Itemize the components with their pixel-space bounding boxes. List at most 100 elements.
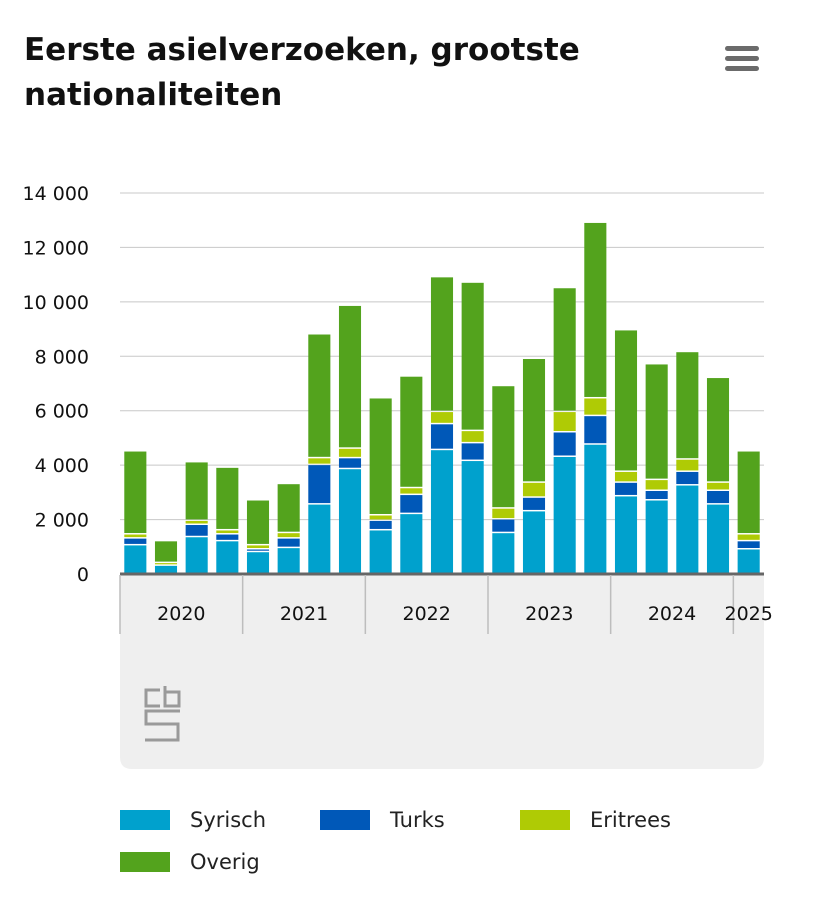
bar-syrisch[interactable]: 2022 Q3 — Syrisch: 4550 — [430, 450, 454, 573]
bar-overig[interactable]: 2024 Q4 — Overig: 3850 — [706, 378, 730, 482]
y-tick-label: 4 000 — [35, 455, 89, 477]
bar-turks[interactable]: 2024 Q1 — Turks: 500 — [614, 482, 638, 495]
bar-overig[interactable]: 2022 Q3 — Overig: 4950 — [430, 277, 454, 411]
bar-eritrees[interactable]: 2020 Q4 — Eritrees: 150 — [216, 530, 239, 534]
bar-syrisch[interactable]: 2021 Q3 — Syrisch: 2550 — [308, 504, 331, 573]
bar-overig[interactable]: 2023 Q1 — Overig: 4500 — [492, 386, 515, 508]
bar-overig[interactable]: 2020 Q2 — Overig: 800 — [154, 541, 178, 562]
bar-eritrees[interactable]: 2025 Q1 — Eritrees: 250 — [737, 534, 760, 540]
x-tick-label: 2025 — [724, 603, 772, 625]
bar-eritrees[interactable]: 2020 Q1 — Eritrees: 150 — [124, 534, 147, 538]
bar-overig[interactable]: 2020 Q3 — Overig: 2150 — [185, 462, 208, 520]
legend-item-turks[interactable]: Turks — [320, 808, 445, 832]
bar-turks[interactable]: 2020 Q3 — Turks: 450 — [185, 525, 208, 536]
bar-eritrees[interactable]: 2023 Q2 — Eritrees: 550 — [522, 482, 546, 497]
legend-swatch-overig — [120, 852, 170, 872]
legend-label-syrisch: Syrisch — [190, 808, 267, 832]
bar-turks[interactable]: 2020 Q1 — Turks: 250 — [124, 538, 147, 544]
legend-item-eritrees[interactable]: Eritrees — [520, 808, 671, 832]
bar-eritrees[interactable]: 2021 Q3 — Eritrees: 250 — [308, 458, 331, 464]
bar-eritrees[interactable]: 2022 Q1 — Eritrees: 200 — [369, 515, 392, 520]
bar-syrisch[interactable]: 2022 Q1 — Syrisch: 1600 — [369, 530, 392, 573]
bar-turks[interactable]: 2022 Q4 — Turks: 650 — [461, 443, 484, 460]
y-tick-label: 6 000 — [35, 401, 89, 423]
bar-turks[interactable]: 2023 Q1 — Turks: 500 — [492, 519, 515, 532]
bar-overig[interactable]: 2020 Q1 — Overig: 3050 — [124, 451, 147, 534]
bar-turks[interactable]: 2021 Q1 — Turks: 100 — [246, 549, 270, 551]
bar-eritrees[interactable]: 2023 Q4 — Eritrees: 650 — [584, 398, 607, 415]
bar-syrisch[interactable]: 2024 Q2 — Syrisch: 2700 — [645, 500, 668, 573]
legend-swatch-syrisch — [120, 810, 170, 830]
hamburger-menu-icon[interactable] — [722, 44, 762, 74]
bar-overig[interactable]: 2023 Q4 — Overig: 6450 — [584, 222, 607, 397]
bar-turks[interactable]: 2023 Q4 — Turks: 1050 — [584, 416, 607, 444]
bar-turks[interactable]: 2021 Q3 — Turks: 1450 — [308, 465, 331, 504]
bar-syrisch[interactable]: 2022 Q2 — Syrisch: 2200 — [400, 514, 423, 573]
bar-eritrees[interactable]: 2021 Q4 — Eritrees: 350 — [338, 448, 362, 457]
y-tick-label: 12 000 — [23, 237, 89, 259]
bar-turks[interactable]: 2023 Q3 — Turks: 900 — [553, 432, 576, 456]
bar-eritrees[interactable]: 2022 Q4 — Eritrees: 450 — [461, 431, 484, 442]
bar-eritrees[interactable]: 2023 Q3 — Eritrees: 750 — [553, 412, 576, 431]
bar-syrisch[interactable]: 2020 Q2 — Syrisch: 300 — [154, 565, 178, 573]
bar-overig[interactable]: 2022 Q2 — Overig: 4100 — [400, 376, 423, 487]
bar-syrisch[interactable]: 2023 Q1 — Syrisch: 1500 — [492, 533, 515, 573]
bar-syrisch[interactable]: 2020 Q1 — Syrisch: 1050 — [124, 545, 147, 573]
bar-syrisch[interactable]: 2024 Q3 — Syrisch: 3250 — [676, 485, 699, 573]
bar-turks[interactable]: 2024 Q2 — Turks: 350 — [645, 491, 668, 500]
bar-syrisch[interactable]: 2020 Q3 — Syrisch: 1350 — [185, 537, 208, 573]
bar-syrisch[interactable]: 2021 Q2 — Syrisch: 950 — [277, 548, 300, 573]
bar-eritrees[interactable]: 2021 Q1 — Eritrees: 150 — [246, 545, 270, 548]
bar-overig[interactable]: 2023 Q2 — Overig: 4550 — [522, 359, 546, 482]
legend-swatch-turks — [320, 810, 370, 830]
bar-syrisch[interactable]: 2023 Q3 — Syrisch: 4300 — [553, 456, 576, 573]
bar-overig[interactable]: 2023 Q3 — Overig: 4550 — [553, 288, 576, 411]
bar-overig[interactable]: 2022 Q4 — Overig: 5450 — [461, 282, 484, 430]
bar-eritrees[interactable]: 2020 Q2 — Eritrees: 100 — [154, 563, 178, 565]
bar-eritrees[interactable]: 2022 Q3 — Eritrees: 450 — [430, 412, 454, 423]
bar-syrisch[interactable]: 2021 Q1 — Syrisch: 800 — [246, 552, 270, 573]
bar-overig[interactable]: 2025 Q1 — Overig: 3050 — [737, 451, 760, 534]
legend-item-syrisch[interactable]: Syrisch — [120, 808, 266, 832]
bar-overig[interactable]: 2024 Q3 — Overig: 3950 — [676, 352, 699, 459]
bar-eritrees[interactable]: 2024 Q3 — Eritrees: 450 — [676, 459, 699, 471]
bar-turks[interactable]: 2020 Q4 — Turks: 250 — [216, 534, 239, 540]
bar-overig[interactable]: 2024 Q1 — Overig: 5200 — [614, 330, 638, 471]
bar-syrisch[interactable]: 2022 Q4 — Syrisch: 4150 — [461, 461, 484, 573]
bar-eritrees[interactable]: 2024 Q4 — Eritrees: 300 — [706, 482, 730, 490]
bar-turks[interactable]: 2023 Q2 — Turks: 500 — [522, 497, 546, 510]
bar-turks[interactable]: 2025 Q1 — Turks: 300 — [737, 541, 760, 548]
bar-syrisch[interactable]: 2023 Q4 — Syrisch: 4750 — [584, 444, 607, 573]
bar-turks[interactable]: 2021 Q2 — Turks: 350 — [277, 538, 300, 547]
legend-item-overig[interactable]: Overig — [120, 850, 260, 874]
bar-syrisch[interactable]: 2023 Q2 — Syrisch: 2300 — [522, 511, 546, 573]
bar-overig[interactable]: 2021 Q2 — Overig: 1800 — [277, 484, 300, 532]
legend-label-overig: Overig — [190, 850, 260, 874]
bar-syrisch[interactable]: 2024 Q4 — Syrisch: 2550 — [706, 504, 730, 573]
bar-turks[interactable]: 2024 Q4 — Turks: 500 — [706, 491, 730, 504]
bar-syrisch[interactable]: 2025 Q1 — Syrisch: 900 — [737, 549, 760, 573]
bar-overig[interactable]: 2024 Q2 — Overig: 4250 — [645, 364, 668, 479]
bar-turks[interactable]: 2021 Q4 — Turks: 400 — [338, 458, 362, 468]
bar-eritrees[interactable]: 2022 Q2 — Eritrees: 250 — [400, 488, 423, 494]
bar-turks[interactable]: 2024 Q3 — Turks: 500 — [676, 471, 699, 485]
bar-eritrees[interactable]: 2024 Q2 — Eritrees: 400 — [645, 480, 668, 490]
bar-overig[interactable]: 2021 Q1 — Overig: 1650 — [246, 500, 270, 544]
bar-overig[interactable]: 2021 Q4 — Overig: 5250 — [338, 305, 362, 448]
bar-overig[interactable]: 2021 Q3 — Overig: 4550 — [308, 334, 331, 457]
bar-overig[interactable]: 2020 Q4 — Overig: 2300 — [216, 467, 239, 529]
bar-overig[interactable]: 2022 Q1 — Overig: 4300 — [369, 398, 392, 514]
bar-eritrees[interactable]: 2020 Q3 — Eritrees: 150 — [185, 520, 208, 524]
bar-turks[interactable]: 2022 Q3 — Turks: 950 — [430, 424, 454, 449]
bar-eritrees[interactable]: 2021 Q2 — Eritrees: 200 — [277, 533, 300, 538]
bar-turks[interactable]: 2022 Q2 — Turks: 700 — [400, 495, 423, 513]
bar-turks[interactable]: 2022 Q1 — Turks: 350 — [369, 520, 392, 529]
bar-syrisch[interactable]: 2024 Q1 — Syrisch: 2850 — [614, 496, 638, 573]
chart-title: Eerste asielverzoeken, grootste national… — [24, 32, 580, 113]
bar-eritrees[interactable]: 2024 Q1 — Eritrees: 400 — [614, 471, 638, 482]
x-axis-ticks: 2020 2021 2022 2023 2024 2025 — [119, 575, 773, 634]
bar-syrisch[interactable]: 2021 Q4 — Syrisch: 3850 — [338, 469, 362, 573]
bar-eritrees[interactable]: 2023 Q1 — Eritrees: 400 — [492, 508, 515, 519]
